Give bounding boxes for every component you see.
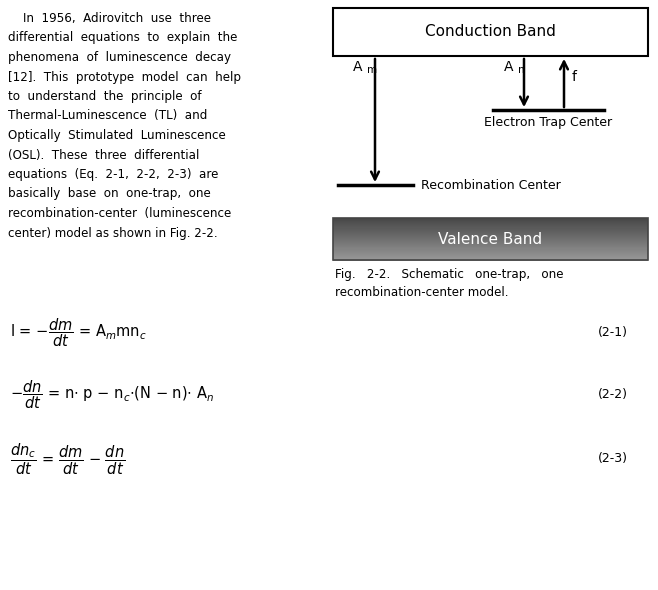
Bar bbox=[333, 238, 648, 240]
Bar bbox=[333, 230, 648, 231]
Text: A: A bbox=[504, 60, 513, 74]
Text: (2-1): (2-1) bbox=[598, 326, 628, 339]
Bar bbox=[333, 255, 648, 256]
Bar bbox=[333, 232, 648, 234]
Bar bbox=[333, 237, 648, 238]
Bar bbox=[333, 240, 648, 241]
Text: Valence Band: Valence Band bbox=[438, 231, 543, 247]
Text: I = $-\dfrac{dm}{dt}$ = A$_m$mn$_c$: I = $-\dfrac{dm}{dt}$ = A$_m$mn$_c$ bbox=[10, 316, 147, 349]
Bar bbox=[333, 221, 648, 222]
Bar bbox=[333, 251, 648, 252]
Bar bbox=[333, 259, 648, 261]
Text: differential  equations  to  explain  the: differential equations to explain the bbox=[8, 31, 238, 44]
Text: Conduction Band: Conduction Band bbox=[425, 25, 556, 40]
Bar bbox=[333, 224, 648, 226]
Text: Recombination Center: Recombination Center bbox=[421, 179, 561, 192]
Bar bbox=[333, 247, 648, 249]
Text: [12].  This  prototype  model  can  help: [12]. This prototype model can help bbox=[8, 70, 241, 84]
Text: Fig.   2-2.   Schematic   one-trap,   one: Fig. 2-2. Schematic one-trap, one bbox=[335, 268, 563, 281]
Bar bbox=[333, 242, 648, 244]
Text: In  1956,  Adirovitch  use  three: In 1956, Adirovitch use three bbox=[8, 12, 211, 25]
Text: (2-3): (2-3) bbox=[598, 452, 628, 465]
Text: to  understand  the  principle  of: to understand the principle of bbox=[8, 90, 201, 103]
Bar bbox=[333, 254, 648, 255]
Bar bbox=[333, 222, 648, 224]
Bar bbox=[333, 247, 648, 248]
Bar bbox=[333, 228, 648, 230]
Bar bbox=[333, 241, 648, 242]
Text: recombination-center model.: recombination-center model. bbox=[335, 286, 509, 299]
Bar bbox=[333, 219, 648, 221]
Text: phenomena  of  luminescence  decay: phenomena of luminescence decay bbox=[8, 51, 231, 64]
Bar bbox=[333, 253, 648, 254]
Text: (OSL).  These  three  differential: (OSL). These three differential bbox=[8, 149, 199, 162]
Text: equations  (Eq.  2-1,  2-2,  2-3)  are: equations (Eq. 2-1, 2-2, 2-3) are bbox=[8, 168, 218, 181]
Bar bbox=[333, 248, 648, 250]
Text: Electron Trap Center: Electron Trap Center bbox=[484, 116, 613, 129]
Bar bbox=[333, 228, 648, 229]
Bar bbox=[333, 258, 648, 260]
Bar bbox=[333, 220, 648, 222]
Bar bbox=[333, 239, 648, 241]
Bar bbox=[333, 235, 648, 237]
Bar bbox=[333, 250, 648, 251]
Bar bbox=[333, 218, 648, 219]
Bar bbox=[333, 231, 648, 232]
Bar bbox=[333, 225, 648, 227]
Text: $-\dfrac{dn}{dt}$ = n$\cdot$ p $-$ n$_c$$\cdot$(N $-$ n)$\cdot$ A$_n$: $-\dfrac{dn}{dt}$ = n$\cdot$ p $-$ n$_c$… bbox=[10, 378, 214, 411]
Bar bbox=[333, 227, 648, 228]
Text: A: A bbox=[353, 60, 363, 74]
Bar bbox=[333, 245, 648, 247]
Bar bbox=[333, 256, 648, 257]
Bar bbox=[333, 232, 648, 233]
Bar bbox=[333, 8, 648, 56]
Text: Thermal-Luminescence  (TL)  and: Thermal-Luminescence (TL) and bbox=[8, 110, 207, 123]
Bar bbox=[333, 244, 648, 246]
Text: n: n bbox=[518, 65, 524, 75]
Bar bbox=[333, 251, 648, 253]
Text: $\dfrac{dn_c}{dt}$ = $\dfrac{dm}{dt}$ $-$ $\dfrac{dn}{dt}$: $\dfrac{dn_c}{dt}$ = $\dfrac{dm}{dt}$ $-… bbox=[10, 442, 126, 477]
Text: m: m bbox=[367, 65, 377, 75]
Text: f: f bbox=[572, 70, 577, 84]
Bar bbox=[333, 223, 648, 225]
Text: center) model as shown in Fig. 2-2.: center) model as shown in Fig. 2-2. bbox=[8, 227, 218, 240]
Bar bbox=[333, 243, 648, 245]
Text: recombination-center  (luminescence: recombination-center (luminescence bbox=[8, 207, 231, 220]
Text: basically  base  on  one-trap,  one: basically base on one-trap, one bbox=[8, 188, 211, 201]
Bar bbox=[333, 234, 648, 235]
Bar bbox=[333, 218, 648, 260]
Bar bbox=[333, 236, 648, 237]
Text: Optically  Stimulated  Luminescence: Optically Stimulated Luminescence bbox=[8, 129, 226, 142]
Bar bbox=[333, 257, 648, 258]
Text: (2-2): (2-2) bbox=[598, 388, 628, 401]
